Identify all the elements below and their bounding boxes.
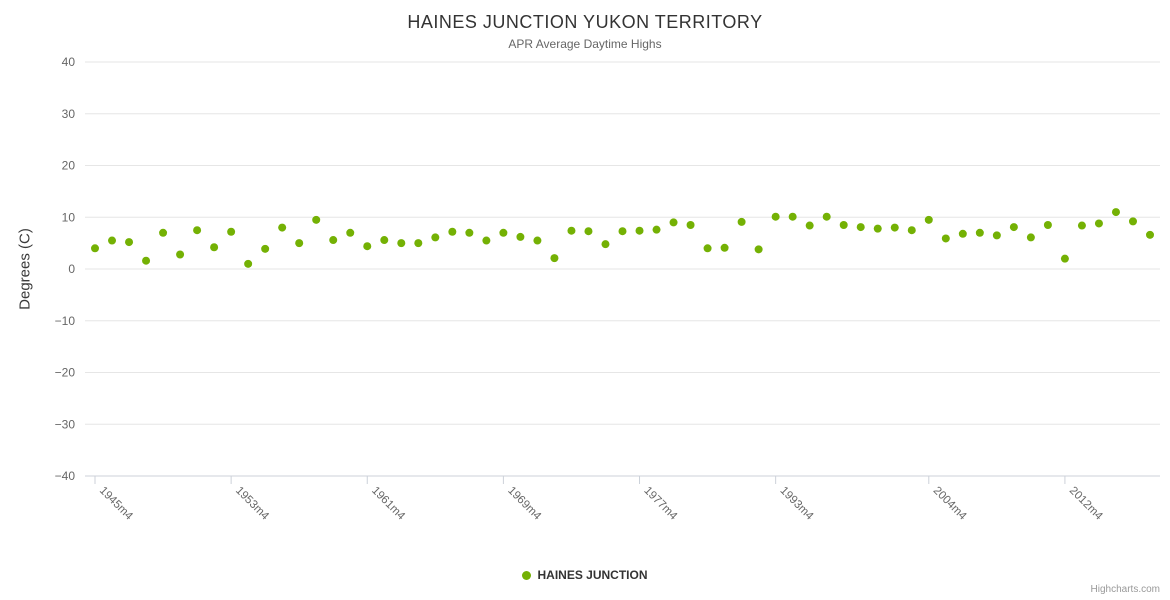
data-point[interactable] bbox=[839, 221, 848, 230]
data-point[interactable] bbox=[1094, 219, 1103, 228]
data-point[interactable] bbox=[533, 236, 542, 245]
data-point[interactable] bbox=[363, 242, 372, 251]
y-tick-label: −40 bbox=[55, 469, 76, 483]
x-tick-label: 2004m4 bbox=[931, 485, 969, 523]
y-tick-label: 30 bbox=[62, 107, 76, 121]
data-point[interactable] bbox=[227, 227, 236, 236]
data-point[interactable] bbox=[771, 212, 780, 221]
data-point[interactable] bbox=[465, 228, 474, 237]
data-point[interactable] bbox=[159, 228, 168, 237]
data-point[interactable] bbox=[686, 221, 695, 230]
x-tick-label: 1953m4 bbox=[233, 485, 271, 523]
data-point[interactable] bbox=[703, 244, 712, 253]
data-point[interactable] bbox=[1111, 208, 1120, 217]
data-point[interactable] bbox=[1077, 221, 1086, 230]
data-point[interactable] bbox=[822, 212, 831, 221]
data-point[interactable] bbox=[91, 244, 99, 253]
legend-item-haines-junction[interactable]: HAINES JUNCTION bbox=[522, 568, 648, 582]
data-point[interactable] bbox=[312, 215, 321, 224]
y-tick-label: −20 bbox=[55, 366, 76, 380]
data-point[interactable] bbox=[737, 217, 746, 226]
data-point[interactable] bbox=[584, 227, 593, 236]
data-point[interactable] bbox=[193, 226, 202, 235]
data-point[interactable] bbox=[669, 218, 678, 227]
data-point[interactable] bbox=[856, 223, 865, 232]
data-point[interactable] bbox=[788, 212, 797, 221]
data-point[interactable] bbox=[720, 243, 729, 252]
x-tick-label: 1969m4 bbox=[505, 485, 543, 523]
chart-title: HAINES JUNCTION YUKON TERRITORY bbox=[407, 12, 763, 32]
data-point[interactable] bbox=[448, 227, 457, 236]
data-point[interactable] bbox=[1009, 223, 1018, 232]
data-point[interactable] bbox=[414, 239, 423, 248]
data-point[interactable] bbox=[261, 244, 270, 253]
data-point[interactable] bbox=[550, 254, 559, 263]
data-point[interactable] bbox=[652, 225, 661, 234]
data-point[interactable] bbox=[1146, 230, 1154, 239]
y-tick-label: 40 bbox=[62, 55, 76, 69]
data-point[interactable] bbox=[975, 228, 984, 237]
x-tick-label: 1945m4 bbox=[97, 485, 135, 523]
data-point[interactable] bbox=[125, 238, 134, 247]
legend: HAINES JUNCTION bbox=[0, 568, 1170, 582]
y-tick-label: −10 bbox=[55, 314, 76, 328]
data-point[interactable] bbox=[142, 256, 151, 265]
data-point[interactable] bbox=[567, 226, 576, 235]
data-point[interactable] bbox=[499, 228, 508, 237]
y-tick-label: 0 bbox=[68, 262, 75, 276]
data-point[interactable] bbox=[601, 240, 610, 249]
x-tick-label: 2012m4 bbox=[1067, 485, 1105, 523]
data-point[interactable] bbox=[958, 229, 967, 238]
data-point[interactable] bbox=[278, 223, 287, 232]
data-point[interactable] bbox=[754, 245, 763, 254]
data-point[interactable] bbox=[1026, 233, 1035, 242]
data-point[interactable] bbox=[329, 236, 338, 245]
x-tick-label: 1993m4 bbox=[778, 485, 816, 523]
data-point[interactable] bbox=[941, 234, 950, 243]
data-point[interactable] bbox=[380, 236, 389, 245]
x-tick-label: 1961m4 bbox=[369, 485, 407, 523]
data-point[interactable] bbox=[346, 228, 355, 237]
y-tick-label: 20 bbox=[62, 159, 76, 173]
highcharts-credit-link[interactable]: Highcharts.com bbox=[1090, 584, 1160, 595]
data-point[interactable] bbox=[992, 231, 1001, 240]
data-point[interactable] bbox=[805, 221, 814, 230]
y-tick-label: −30 bbox=[55, 417, 76, 431]
chart-subtitle: APR Average Daytime Highs bbox=[508, 37, 662, 51]
data-point[interactable] bbox=[907, 226, 916, 235]
data-point[interactable] bbox=[516, 232, 525, 241]
data-point[interactable] bbox=[176, 250, 185, 259]
x-tick-label: 1977m4 bbox=[641, 485, 679, 523]
data-point[interactable] bbox=[397, 239, 406, 248]
legend-label: HAINES JUNCTION bbox=[537, 568, 648, 582]
data-point[interactable] bbox=[890, 223, 899, 232]
data-point[interactable] bbox=[873, 224, 882, 233]
data-point[interactable] bbox=[210, 243, 219, 252]
data-point[interactable] bbox=[482, 236, 491, 245]
data-point[interactable] bbox=[295, 239, 304, 248]
data-point[interactable] bbox=[618, 227, 627, 236]
data-point[interactable] bbox=[924, 215, 933, 224]
data-point[interactable] bbox=[108, 236, 117, 245]
data-point[interactable] bbox=[1060, 254, 1069, 263]
y-tick-label: 10 bbox=[62, 210, 76, 224]
legend-marker-icon bbox=[522, 570, 532, 580]
data-point[interactable] bbox=[244, 259, 253, 268]
data-point[interactable] bbox=[431, 233, 440, 242]
data-point[interactable] bbox=[1043, 221, 1052, 230]
data-point[interactable] bbox=[635, 226, 644, 235]
data-point[interactable] bbox=[1128, 217, 1137, 226]
